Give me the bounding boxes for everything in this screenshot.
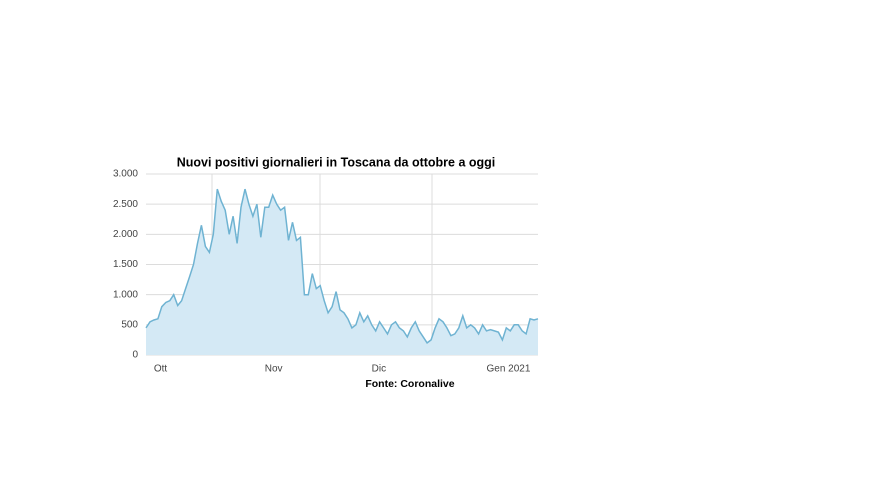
- y-tick-label: 2.000: [113, 229, 138, 240]
- y-tick-label: 0: [132, 350, 138, 361]
- source: Fonte: Coronalive: [365, 378, 454, 390]
- x-tick-label: Gen 2021: [486, 364, 530, 375]
- line: [145, 188, 539, 344]
- x-tick-label: Dic: [372, 364, 386, 375]
- chart-title: Nuovi positivi giornalieri in Toscana da…: [177, 155, 496, 169]
- x-tick-label: Ott: [154, 364, 168, 375]
- y-tick-label: 500: [121, 319, 138, 330]
- area: [146, 189, 538, 355]
- y-tick-label: 2.500: [113, 199, 138, 210]
- y-tick-label: 1.500: [113, 259, 138, 270]
- y-tick-label: 3.000: [113, 169, 138, 180]
- x-tick-label: Nov: [265, 364, 283, 375]
- y-tick-label: 1.000: [113, 289, 138, 300]
